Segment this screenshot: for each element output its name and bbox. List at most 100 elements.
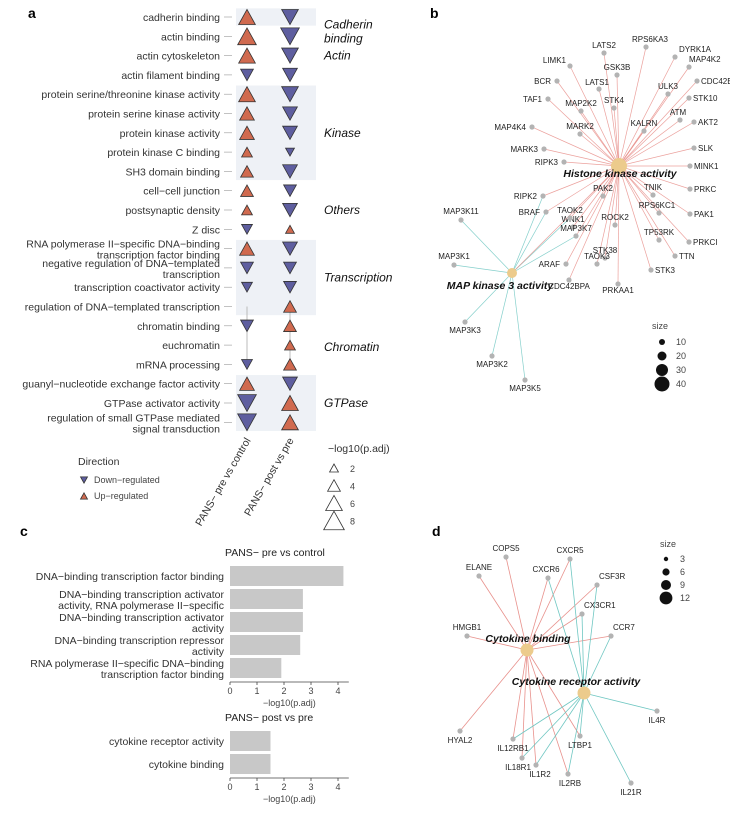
term-label: actin filament binding (121, 70, 220, 82)
bar-label: DNA−binding transcription repressor (54, 635, 224, 647)
category-label: Actin (323, 49, 351, 63)
gene-node (686, 239, 692, 245)
gene-label: TNIK (644, 183, 663, 192)
gene-node (608, 633, 614, 639)
network-edge (618, 119, 681, 167)
x-tick-label: 2 (281, 782, 286, 792)
gene-label: RPS6KA3 (632, 35, 669, 44)
gene-label: CX3CR1 (584, 601, 616, 610)
size-legend-label: 30 (676, 365, 686, 375)
gene-node (577, 131, 583, 137)
bar-label: RNA polymerase II−specific DNA−binding (30, 658, 224, 670)
network-edge (547, 577, 585, 694)
legend-size-label: 6 (350, 499, 355, 509)
marker-pre-vs-control (240, 224, 254, 236)
size-legend-dot (656, 364, 668, 376)
term-label: chromatin binding (137, 321, 220, 333)
size-legend-title: size (660, 539, 676, 549)
gene-label: WNK1 (561, 215, 585, 224)
panel-b-letter: b (430, 5, 439, 21)
size-legend-label: 9 (680, 580, 685, 590)
gene-label: MINK1 (694, 162, 719, 171)
bar-group-title: PANS− post vs pre (225, 712, 313, 724)
network-edge (526, 558, 571, 651)
gene-label: TP53RK (644, 228, 675, 237)
panel-a-dotplot: cadherin binding actin binding actin cytos… (22, 8, 393, 531)
network-edge (526, 613, 583, 651)
legend-up-label: Up−regulated (94, 491, 148, 501)
marker-pre-vs-control (238, 241, 256, 256)
legend-down-marker (79, 476, 89, 484)
x-tick-label: 0 (227, 686, 232, 696)
panel-c-letter: c (20, 523, 28, 539)
marker-post-vs-pre (281, 164, 299, 179)
gene-label: IL2RB (559, 779, 581, 788)
marker-pre-vs-control (238, 106, 256, 121)
gene-label: CDC42BPB (701, 77, 730, 86)
gene-node (529, 124, 535, 130)
category-label: Chromatin (324, 340, 380, 354)
marker-pre-vs-control (237, 47, 257, 64)
network-edge (568, 165, 620, 281)
bar-label: cytokine receptor activity (109, 736, 225, 748)
marker-post-vs-pre (280, 394, 300, 411)
gene-label: PAK2 (593, 184, 613, 193)
gene-node (648, 267, 654, 273)
network-edge (565, 165, 620, 265)
marker-post-vs-pre (284, 147, 296, 157)
term-label: mRNA processing (136, 359, 220, 371)
network-edge (618, 165, 691, 190)
gene-label: AKT2 (698, 118, 719, 127)
network-edge (579, 133, 620, 167)
marker-pre-vs-control (236, 394, 258, 413)
gene-node (650, 192, 656, 198)
gene-node (519, 755, 525, 761)
network-edge (526, 577, 549, 651)
gene-label: GSK3B (604, 63, 631, 72)
gene-label: PRKAA1 (602, 286, 634, 295)
gene-label: MAP3K11 (443, 207, 479, 216)
gene-node (687, 186, 693, 192)
marker-pre-vs-control (239, 164, 255, 178)
gene-label: BCR (534, 77, 551, 86)
size-legend-title: size (652, 321, 668, 331)
marker-pre-vs-control (239, 261, 255, 275)
network-edge (526, 584, 598, 651)
gene-node (451, 262, 457, 268)
marker-pre-vs-control (237, 85, 257, 103)
network-edge (596, 165, 620, 265)
gene-node (561, 159, 567, 165)
marker-pre-vs-control (236, 27, 258, 46)
hub-node-cytokine-binding (520, 643, 534, 657)
network-edge (526, 649, 537, 766)
gene-label: ELANE (466, 563, 492, 572)
marker-pre-vs-control (237, 8, 257, 25)
term-label: actin binding (161, 31, 220, 43)
bar (230, 612, 303, 632)
gene-node (503, 554, 509, 560)
network-edge (618, 97, 690, 167)
x-tick-label: 3 (308, 686, 313, 696)
network-edge (569, 558, 585, 694)
gene-node (628, 780, 634, 786)
legend-size-label: 8 (350, 517, 355, 527)
network-edge (511, 165, 620, 274)
network-edge (583, 635, 612, 694)
gene-node (691, 119, 697, 125)
gene-node (641, 128, 647, 134)
marker-pre-vs-control (239, 184, 255, 197)
gene-label: IL12RB1 (497, 744, 529, 753)
network-edge (542, 165, 620, 197)
network-edge (618, 165, 660, 241)
bar-label: DNA−binding transcription factor binding (36, 571, 224, 583)
network-edge (453, 264, 513, 274)
network-edge (460, 219, 513, 274)
network-edge (466, 635, 528, 651)
gene-node (643, 44, 649, 50)
term-label: negative regulation of DNA−templated (42, 258, 220, 270)
network-edge (512, 649, 528, 740)
gene-label: IL4R (649, 716, 666, 725)
size-legend-dot (659, 339, 665, 345)
legend-size-title: −log10(p.adj) (328, 443, 390, 455)
network-edge (572, 165, 620, 228)
